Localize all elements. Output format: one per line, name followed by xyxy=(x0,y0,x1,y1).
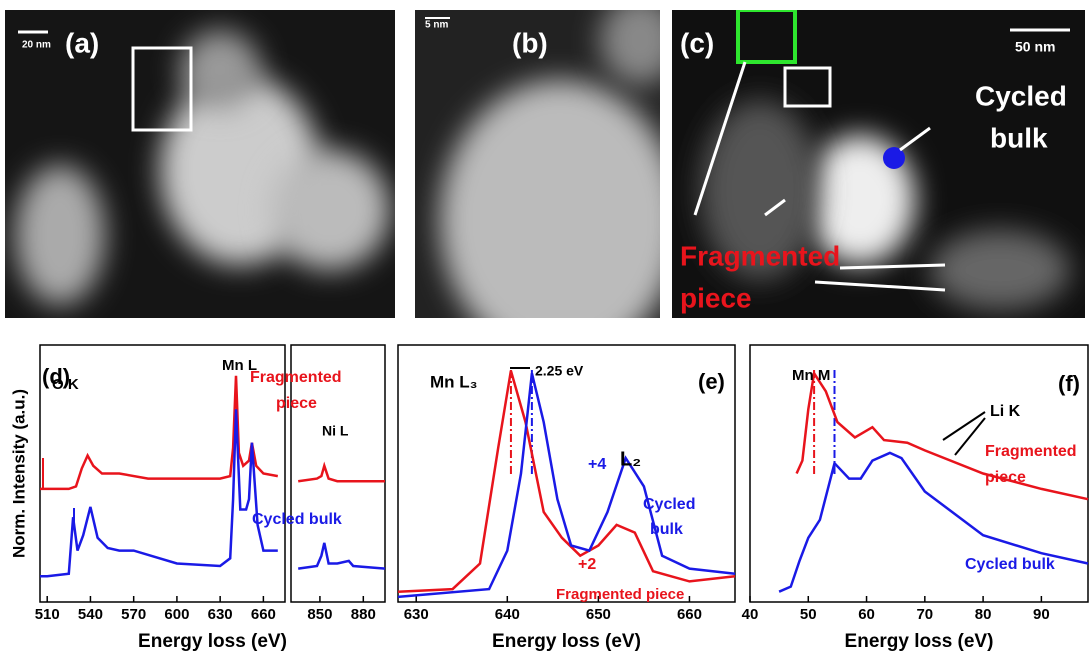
annotation: +2 xyxy=(578,556,596,573)
x-tick-label: 80 xyxy=(975,606,992,623)
x-tick-label: 630 xyxy=(208,606,233,623)
x-tick-label: 630 xyxy=(404,606,429,623)
x-tick-label: 40 xyxy=(742,606,759,623)
x-axis-label: Energy loss (eV) xyxy=(845,631,994,652)
x-tick-label: 90 xyxy=(1033,606,1050,623)
spectrum-line xyxy=(797,373,1088,499)
panel-label: (b) xyxy=(512,27,548,58)
panel-label: (c) xyxy=(680,27,714,58)
annotation: piece xyxy=(985,469,1026,486)
image-annotation: bulk xyxy=(990,122,1048,153)
scale-bar-label: 50 nm xyxy=(1015,39,1055,55)
x-axis-label: Energy loss (eV) xyxy=(138,631,287,652)
annotation: (f) xyxy=(1058,371,1080,396)
x-tick-label: 660 xyxy=(677,606,702,623)
x-tick-label: 50 xyxy=(800,606,817,623)
annotation: Ni L xyxy=(322,423,349,439)
annotation: +4 xyxy=(588,456,606,473)
x-tick-label: 510 xyxy=(35,606,60,623)
annotation: 2.25 eV xyxy=(535,363,584,379)
annotation: O K xyxy=(52,376,79,393)
panel-label: (a) xyxy=(65,27,99,58)
annotation: Mn M xyxy=(792,367,830,384)
annotation-arrows xyxy=(43,368,985,528)
scale-bar-label: 20 nm xyxy=(22,40,51,51)
x-tick-label: 660 xyxy=(251,606,276,623)
annotation: Li K xyxy=(990,403,1021,420)
x-tick-label: 850 xyxy=(307,606,332,623)
scale-bar-label: 5 nm xyxy=(425,20,448,31)
annotation: Cycled bulk xyxy=(965,556,1055,573)
x-axis-label: Energy loss (eV) xyxy=(492,631,641,652)
x-tick-label: 640 xyxy=(495,606,520,623)
annotation: Mn L₃ xyxy=(430,372,478,391)
annotation: piece xyxy=(276,395,317,412)
spectrum-line xyxy=(398,371,735,592)
y-axis-label: Norm. Intensity (a.u.) xyxy=(9,389,28,558)
x-tick-label: 70 xyxy=(916,606,933,623)
image-a xyxy=(5,10,395,318)
annotation: Cycled xyxy=(643,496,695,513)
image-c xyxy=(672,10,1085,318)
x-tick-label: 540 xyxy=(78,606,103,623)
annotation: L₂ xyxy=(620,448,641,470)
figure: (a) 20 nm (b) 5 nm (c) 50 nm Cycled bulk Fragmen… xyxy=(0,0,1091,657)
image-annotation: Fragmented xyxy=(680,240,840,271)
x-tick-label: 600 xyxy=(164,606,189,623)
image-annotation: piece xyxy=(680,282,752,313)
annotation: Fragmented xyxy=(985,443,1077,460)
annotation: Fragmented piece xyxy=(556,586,684,603)
annotation: Fragmented xyxy=(250,369,342,386)
x-tick-label: 570 xyxy=(121,606,146,623)
spectrum-line xyxy=(398,373,735,597)
x-tick-label: 60 xyxy=(858,606,875,623)
annotation: bulk xyxy=(650,521,683,538)
x-tick-label: 650 xyxy=(586,606,611,623)
annotation: Cycled bulk xyxy=(252,511,342,528)
x-tick-label: 880 xyxy=(351,606,376,623)
annotation: (e) xyxy=(698,369,725,394)
image-annotation: Cycled xyxy=(975,80,1067,111)
